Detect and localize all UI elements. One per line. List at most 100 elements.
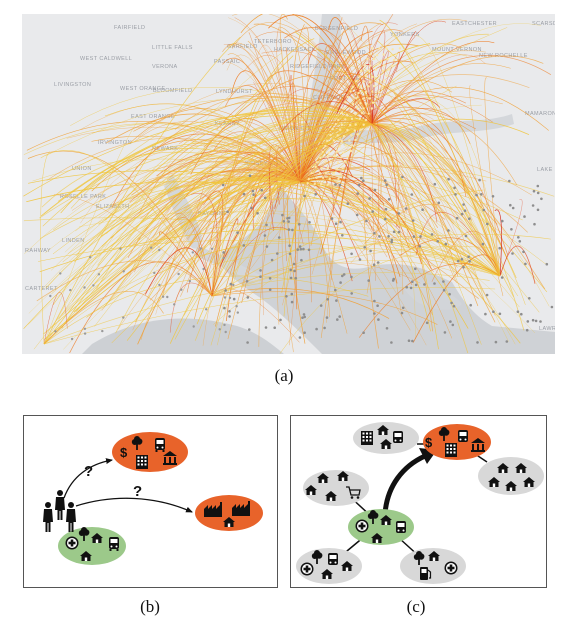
town-label: SCARSDALE (532, 21, 555, 27)
flow-line (299, 33, 489, 183)
flow-line (299, 170, 385, 205)
station-dot (331, 144, 334, 147)
town-label: EASTCHESTER (452, 21, 497, 27)
station-dot (302, 313, 306, 316)
station-dot (468, 217, 471, 220)
station-dot (378, 74, 381, 77)
flow-line (273, 114, 501, 277)
hospital-icon (444, 561, 458, 575)
station-dot (516, 310, 520, 314)
station-dot (350, 275, 353, 279)
office-building-icon (136, 455, 148, 469)
station-dot (349, 107, 353, 111)
flow-line (97, 115, 373, 266)
caption-a: (a) (274, 366, 294, 385)
station-dot (467, 255, 470, 259)
town-label: PASSAIC (214, 59, 240, 65)
station-dot (307, 248, 311, 252)
station-dot (296, 248, 300, 251)
station-dot (188, 279, 191, 283)
station-dot (202, 267, 205, 271)
flow-line (205, 183, 501, 277)
station-dot (509, 203, 512, 207)
station-dot (228, 315, 231, 318)
station-dot (290, 300, 294, 304)
station-dot (158, 283, 161, 287)
flow-line (371, 98, 441, 125)
station-dot (310, 172, 313, 175)
staten-island-shore (82, 318, 284, 354)
flow-line (203, 190, 224, 297)
station-dot (476, 341, 479, 344)
town-label: YONKERS (390, 32, 420, 38)
flow-line (105, 106, 373, 221)
station-dot (450, 301, 453, 305)
station-dot (550, 305, 554, 309)
flow-line (211, 77, 282, 297)
station-dot (367, 112, 370, 115)
station-dot (315, 176, 318, 179)
flow-line (371, 123, 469, 354)
station-dot (357, 183, 361, 187)
station-dot (494, 340, 498, 344)
station-dot (357, 91, 360, 95)
hospital-icon (355, 519, 369, 533)
station-dot (376, 80, 379, 84)
station-dot (362, 179, 365, 182)
station-dot (383, 179, 387, 182)
flow-line (61, 181, 301, 329)
station-dot (289, 268, 293, 272)
station-dot (455, 216, 459, 220)
station-dot (517, 236, 520, 239)
flow-line (169, 282, 213, 333)
station-dot (419, 235, 422, 238)
station-dot (273, 326, 276, 330)
station-dot (268, 277, 272, 280)
station-dot (377, 318, 380, 321)
flow-line (371, 55, 544, 125)
station-dot (384, 217, 387, 221)
station-dot (371, 210, 375, 213)
flow-line (211, 85, 457, 297)
station-dot (199, 247, 202, 250)
station-dot (349, 149, 353, 153)
town-label: UNION CITY (279, 126, 315, 132)
flow-line (202, 181, 301, 346)
flow-line (369, 30, 386, 125)
station-dot (223, 306, 226, 310)
flow-line (232, 14, 373, 125)
station-dot (370, 107, 373, 110)
flow-line (499, 245, 536, 284)
station-dot (315, 161, 318, 164)
station-dot (442, 280, 445, 283)
station-dot (242, 192, 246, 196)
station-dot (346, 202, 350, 205)
station-dot (373, 84, 376, 88)
station-dot (405, 285, 409, 289)
station-dot (265, 223, 268, 227)
station-dot (368, 53, 372, 56)
station-dot (256, 212, 259, 215)
station-dot (345, 113, 349, 117)
flow-line (136, 122, 373, 241)
station-dot (92, 284, 95, 287)
station-dot (340, 156, 343, 159)
flow-line (190, 192, 218, 297)
station-dot (508, 179, 511, 183)
flow-line (211, 67, 279, 297)
station-dot (349, 90, 352, 93)
station-dot (334, 288, 337, 292)
station-dot (359, 128, 362, 131)
station-dot (373, 188, 377, 192)
flow-line (299, 178, 446, 220)
caption-b: (b) (140, 597, 160, 616)
town-label: BERGENFIELD (315, 26, 358, 32)
flow-line (79, 211, 501, 277)
flow-line (69, 261, 213, 354)
station-dot (301, 316, 304, 320)
station-dot (150, 246, 153, 249)
station-dot (324, 171, 327, 175)
station-dot (359, 69, 363, 73)
station-dot (540, 197, 543, 201)
station-dot (218, 328, 221, 331)
